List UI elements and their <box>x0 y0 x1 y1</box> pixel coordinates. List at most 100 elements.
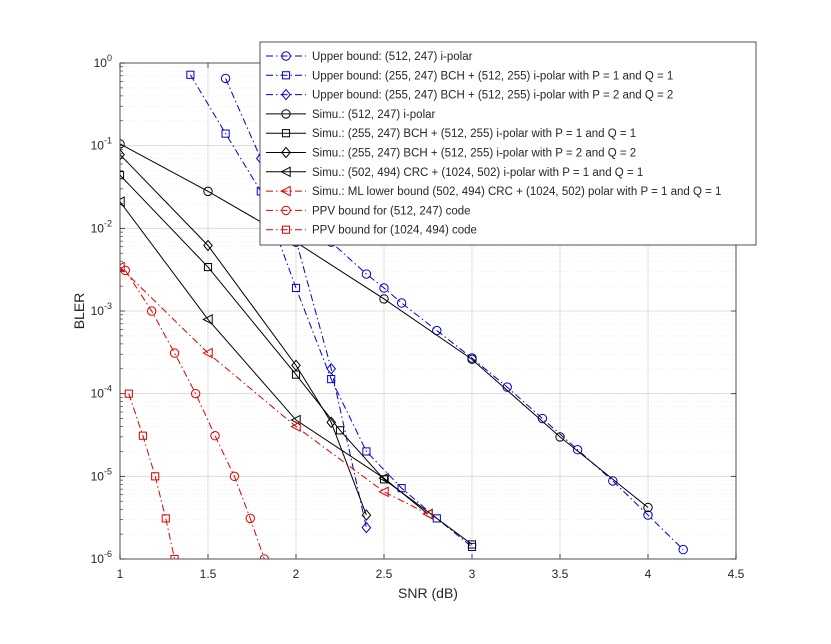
series-3-point <box>361 521 372 534</box>
series-8-line <box>120 266 429 515</box>
series-4-point <box>643 502 653 513</box>
series-1-point <box>537 413 548 424</box>
series-6-point <box>361 509 372 521</box>
series-1 <box>220 73 688 555</box>
x-tick-label: 3 <box>469 567 476 581</box>
legend-entry: Simu.: (255, 247) BCH + (512, 255) i-pol… <box>312 148 636 160</box>
legend-swatch-marker <box>281 88 291 101</box>
x-tick-label: 1 <box>117 567 124 581</box>
legend-entry: PPV bound for (512, 247) code <box>312 205 471 217</box>
series-9-point <box>146 306 157 316</box>
series-4-point <box>203 186 213 197</box>
series-9-point <box>169 348 180 358</box>
legend-entry: Simu.: (255, 247) BCH + (512, 255) i-pol… <box>312 128 636 140</box>
series-9-point <box>190 388 201 399</box>
legend: Upper bound: (512, 247) i-polar Upper bou… <box>259 41 757 246</box>
legend-box <box>259 41 757 246</box>
x-tick-label: 3.5 <box>552 567 569 581</box>
y-tick-label: 10-2 <box>91 218 112 235</box>
series-10 <box>124 389 179 559</box>
series-4-point <box>555 432 565 442</box>
legend-swatch-marker <box>280 185 291 197</box>
series-5-point <box>467 540 477 549</box>
series-4-line <box>120 143 649 508</box>
series-1-point <box>608 476 618 486</box>
x-axis-label: SNR (dB) <box>398 585 458 601</box>
series-8-point <box>202 347 213 359</box>
legend-entry: Simu.: ML lower bound (502, 494) CRC + (… <box>312 186 721 198</box>
series-1-point <box>361 269 372 279</box>
series-layer <box>120 70 688 559</box>
series-6-point <box>326 416 337 429</box>
series-9 <box>120 265 270 559</box>
series-7-line <box>120 201 429 515</box>
series-7-point <box>290 414 301 426</box>
series-2-point <box>291 283 301 293</box>
series-6 <box>120 148 372 521</box>
series-10-point <box>151 472 160 481</box>
series-2-point <box>186 70 195 79</box>
series-2-point <box>397 484 406 493</box>
series-1-point <box>379 283 389 293</box>
legend-entry: Simu.: (512, 247) i-polar <box>312 109 436 121</box>
legend-swatch-marker <box>281 109 291 119</box>
legend-swatch-marker <box>280 166 291 178</box>
series-7-point <box>120 196 125 208</box>
legend-swatch-marker <box>281 71 291 80</box>
series-2-point <box>221 129 230 138</box>
y-tick-label: 10-4 <box>91 384 112 401</box>
series-2-point <box>432 514 441 523</box>
legend-entry: Upper bound: (255, 247) BCH + (512, 255)… <box>312 70 673 82</box>
y-tick-label: 10-6 <box>91 549 112 566</box>
y-tick-label: 100 <box>94 53 112 70</box>
series-6-line <box>120 154 367 516</box>
series-5-point <box>335 426 345 435</box>
legend-swatch-marker <box>281 51 291 61</box>
series-6-point <box>120 148 125 161</box>
series-8-point <box>290 421 301 433</box>
legend-entry: Upper bound: (512, 247) i-polar <box>312 51 473 63</box>
series-9-point <box>120 265 130 276</box>
y-tick-label: 10-3 <box>91 301 112 318</box>
series-3-point <box>326 362 337 375</box>
x-tick-label: 2 <box>293 567 300 581</box>
series-7-point <box>378 472 389 484</box>
y-tick-label: 10-5 <box>91 466 112 483</box>
series-5-point <box>203 262 213 272</box>
series-9-point <box>229 471 240 482</box>
series-6-point <box>291 359 301 372</box>
series-2-point <box>327 375 336 384</box>
series-1-point <box>678 544 688 555</box>
series-8-point <box>422 508 433 520</box>
y-tick-label: 10-1 <box>91 136 112 153</box>
series-2-point <box>362 447 371 456</box>
legend-swatch-marker <box>281 225 291 234</box>
series-9-point <box>210 431 220 441</box>
series-4-point <box>467 354 477 365</box>
legend-entry: PPV bound for (1024, 494) code <box>312 225 477 237</box>
series-8 <box>120 261 433 520</box>
x-tick-label: 4 <box>645 567 652 581</box>
x-tick-label: 4.5 <box>728 567 745 581</box>
series-6-point <box>203 239 213 252</box>
series-1-point <box>643 510 653 520</box>
legend-swatch-marker <box>281 205 291 216</box>
legend-entry: Upper bound: (255, 247) BCH + (512, 255)… <box>312 90 673 102</box>
x-tick-label: 2.5 <box>376 567 393 581</box>
series-8-point <box>378 486 389 498</box>
series-1-line <box>225 78 684 550</box>
series-1-point <box>220 73 231 84</box>
series-2-line <box>189 74 473 548</box>
series-7-point <box>202 314 213 325</box>
series-1-point <box>396 298 407 308</box>
series-1-point <box>572 444 583 455</box>
series-9-point <box>245 513 255 524</box>
series-4-point <box>379 294 389 304</box>
y-axis-label: BLER <box>71 293 87 330</box>
series-10-point <box>161 514 170 523</box>
series-9-line <box>124 270 265 559</box>
legend-entry: Simu.: (502, 494) CRC + (1024, 502) i-po… <box>312 167 643 179</box>
x-tick-label: 1.5 <box>200 567 217 581</box>
series-10-line <box>128 393 176 559</box>
